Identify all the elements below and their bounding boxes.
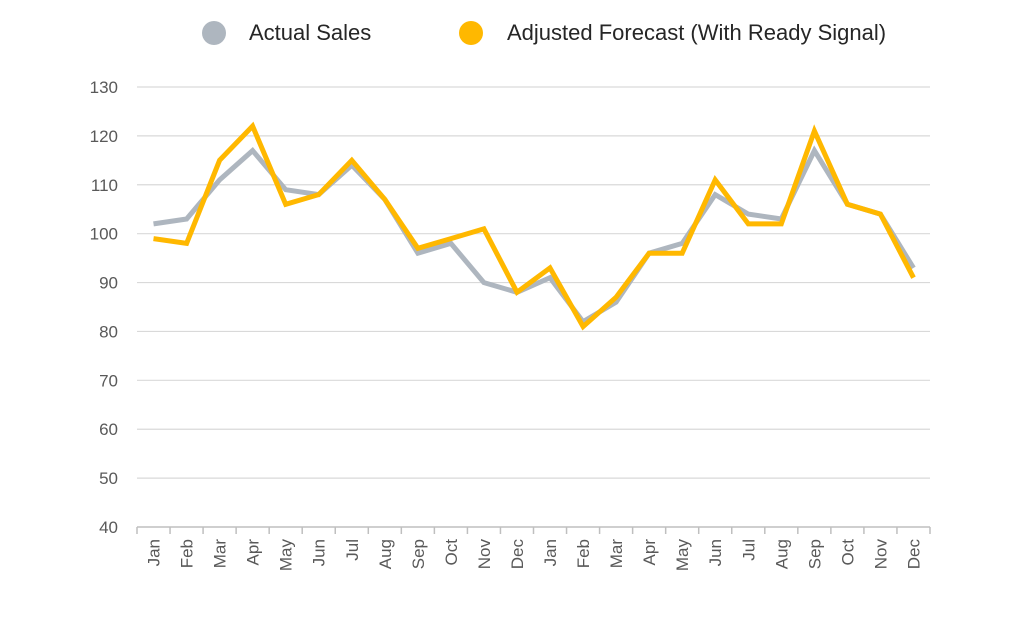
x-tick-label: Jul xyxy=(343,539,362,561)
x-tick-label: Oct xyxy=(442,539,461,566)
x-tick-label: Nov xyxy=(871,539,890,570)
legend-marker xyxy=(202,21,226,45)
y-tick-label: 110 xyxy=(91,176,118,195)
x-tick-label: Jun xyxy=(706,539,725,566)
x-tick-label: Feb xyxy=(178,539,197,568)
x-tick-label: Jun xyxy=(310,539,329,566)
x-tick-label: Aug xyxy=(772,539,791,569)
y-tick-label: 60 xyxy=(99,420,118,439)
x-axis: Jan Feb Mar Apr May Jun Jul Aug Sep Oct Nov Dec Jan F… xyxy=(136,526,931,572)
y-tick-label: 70 xyxy=(99,371,118,390)
x-tick-label: Aug xyxy=(376,539,395,569)
y-tick-label: 130 xyxy=(90,78,118,97)
y-tick-label: 100 xyxy=(90,225,118,244)
series-lines xyxy=(153,121,916,331)
x-tick-label: Dec xyxy=(508,539,527,570)
x-tick-label: Sep xyxy=(805,539,824,569)
legend-label: Actual Sales xyxy=(249,20,371,45)
x-tick-label: May xyxy=(277,539,296,572)
y-tick-label: 120 xyxy=(90,127,118,146)
legend-marker xyxy=(459,21,483,45)
x-tick-label: Nov xyxy=(475,539,494,570)
x-tick-label: Mar xyxy=(607,539,626,569)
x-tick-label: Dec xyxy=(904,539,923,570)
x-tick-label: Feb xyxy=(574,539,593,568)
y-tick-label: 90 xyxy=(99,274,118,293)
x-tick-label: Apr xyxy=(640,539,659,566)
y-tick-label: 40 xyxy=(99,518,118,537)
y-tick-label: 50 xyxy=(99,469,118,488)
legend: Actual Sales Adjusted Forecast (With Read… xyxy=(202,20,886,45)
series-line-adjusted-forecast xyxy=(153,121,916,331)
x-tick-label: Sep xyxy=(409,539,428,569)
x-tick-label: Mar xyxy=(211,539,230,569)
legend-label: Adjusted Forecast (With Ready Signal) xyxy=(507,20,886,45)
x-tick-label: Jul xyxy=(739,539,758,561)
x-tick-label: Apr xyxy=(244,539,263,566)
y-tick-label: 80 xyxy=(99,322,118,341)
x-tick-label: Jan xyxy=(145,539,164,566)
x-tick-label: May xyxy=(673,539,692,572)
x-tick-label: Oct xyxy=(838,539,857,566)
x-tick-label: Jan xyxy=(541,539,560,566)
y-axis: 40 50 60 70 80 90 100 110 120 130 xyxy=(90,78,118,537)
